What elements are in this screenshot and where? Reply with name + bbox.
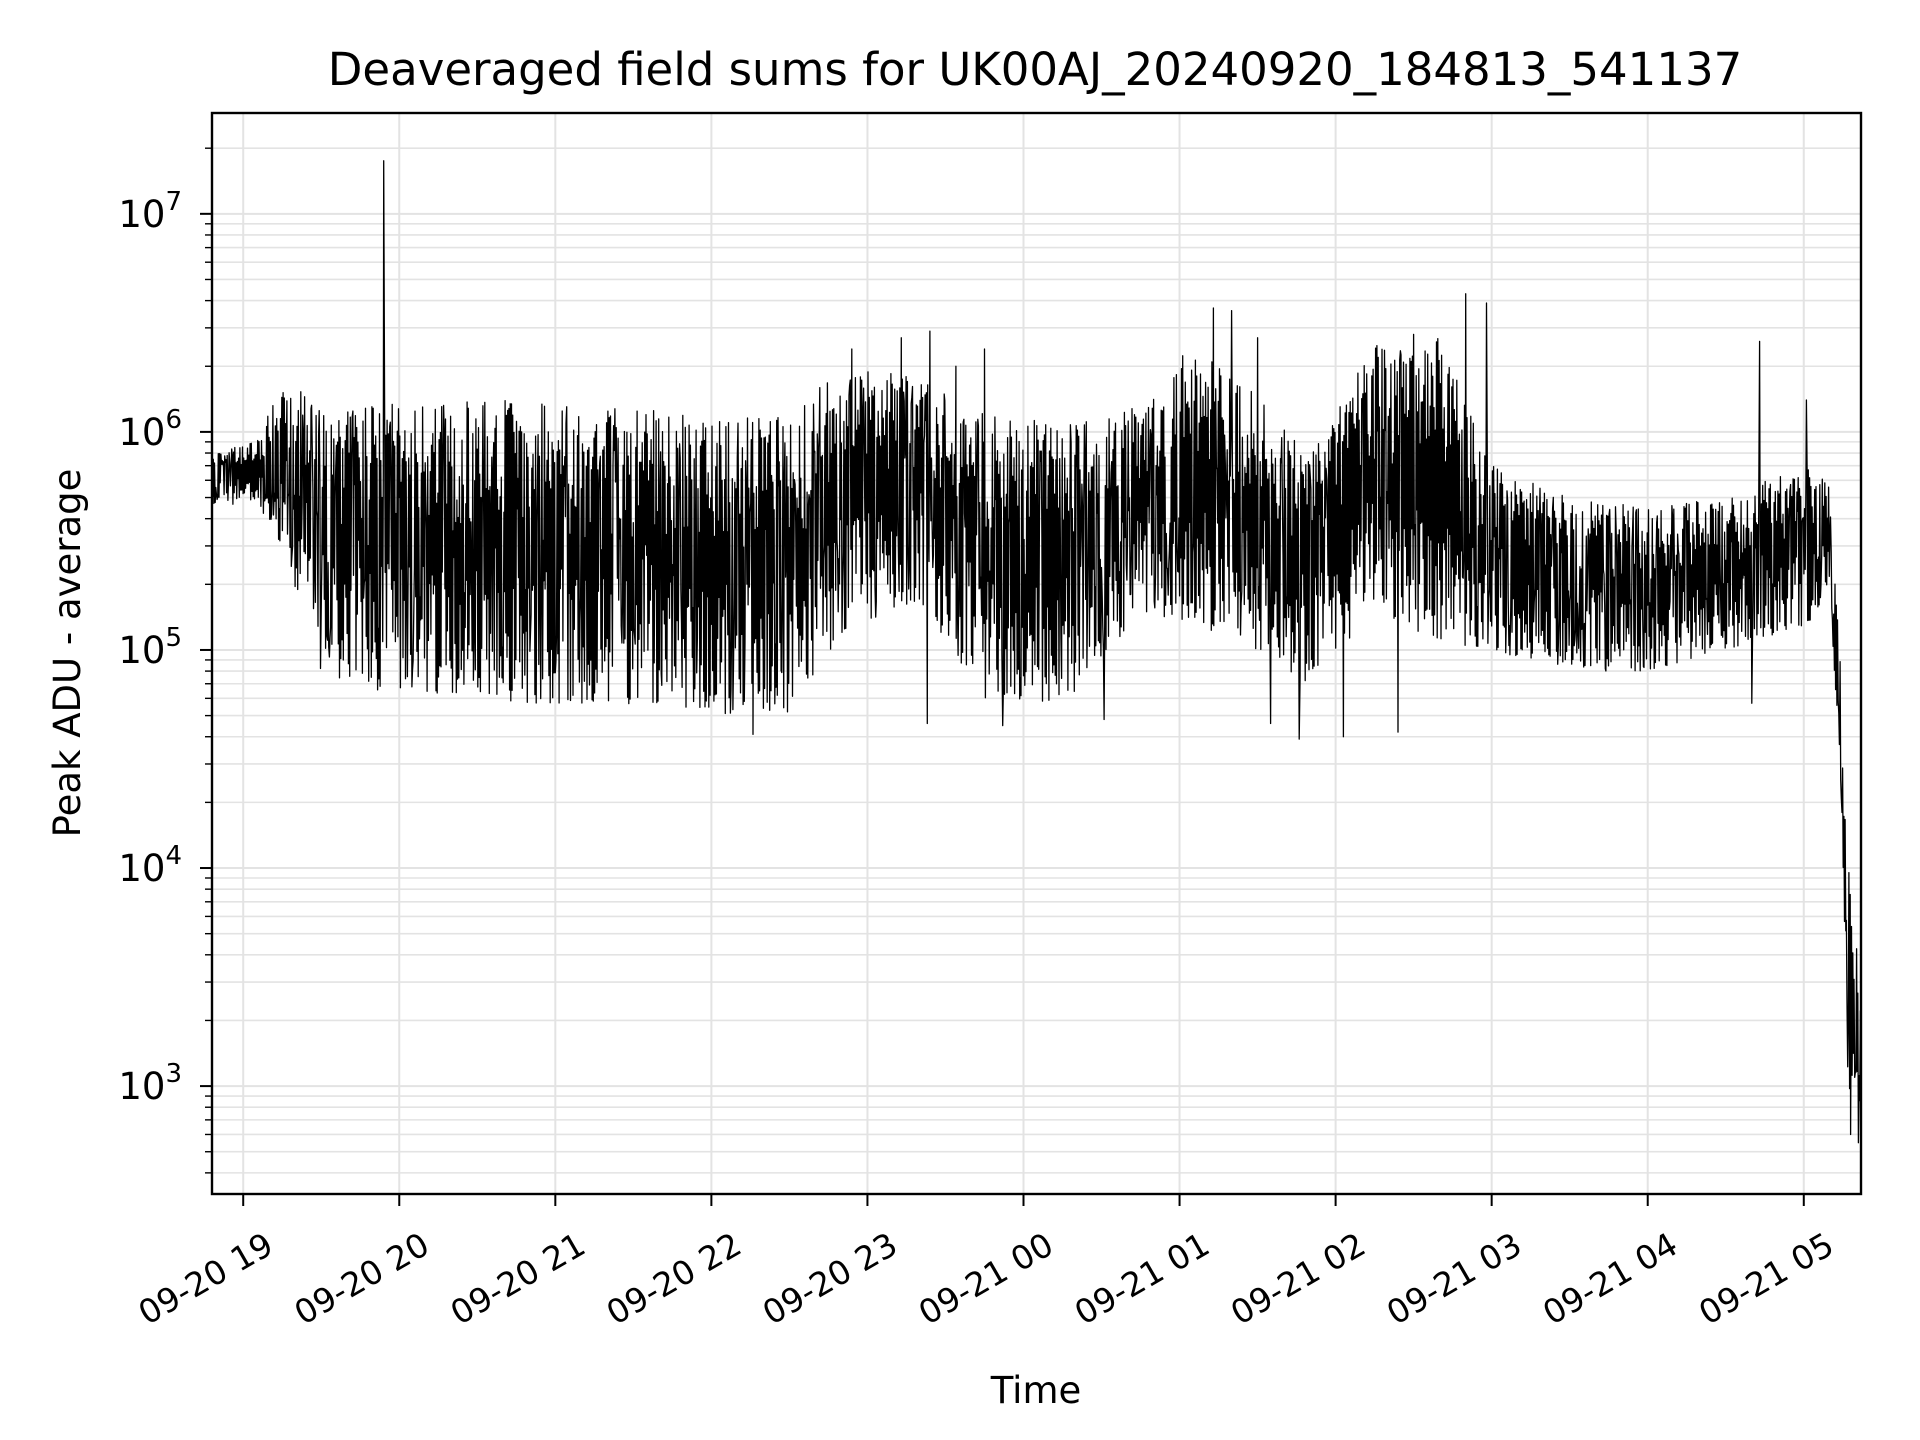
y-tick-base: 10 [118, 193, 165, 236]
x-axis-label: Time [990, 1369, 1082, 1412]
y-tick-label: 104 [118, 841, 182, 890]
chart-title: Deaveraged field sums for UK00AJ_2024092… [328, 43, 1742, 96]
y-tick-label: 106 [118, 405, 182, 454]
grid [212, 113, 1861, 1194]
y-tick-base: 10 [118, 629, 165, 672]
plot-frame [210, 111, 1863, 1196]
y-tick-exponent: 3 [165, 1059, 182, 1089]
y-tick-exponent: 7 [165, 187, 182, 217]
y-axis-label: Peak ADU - average [46, 469, 89, 838]
y-tick-base: 10 [118, 411, 165, 454]
y-tick-exponent: 6 [165, 405, 182, 435]
y-tick-base: 10 [118, 847, 165, 890]
series-line [211, 160, 1862, 1144]
y-tick-label: 105 [118, 623, 182, 672]
y-tick-label: 103 [118, 1059, 182, 1108]
y-tick-exponent: 5 [165, 623, 182, 653]
plot-area [211, 160, 1862, 1144]
y-tick-label: 107 [118, 187, 182, 236]
y-tick-exponent: 4 [165, 841, 182, 871]
y-tick-base: 10 [118, 1065, 165, 1108]
